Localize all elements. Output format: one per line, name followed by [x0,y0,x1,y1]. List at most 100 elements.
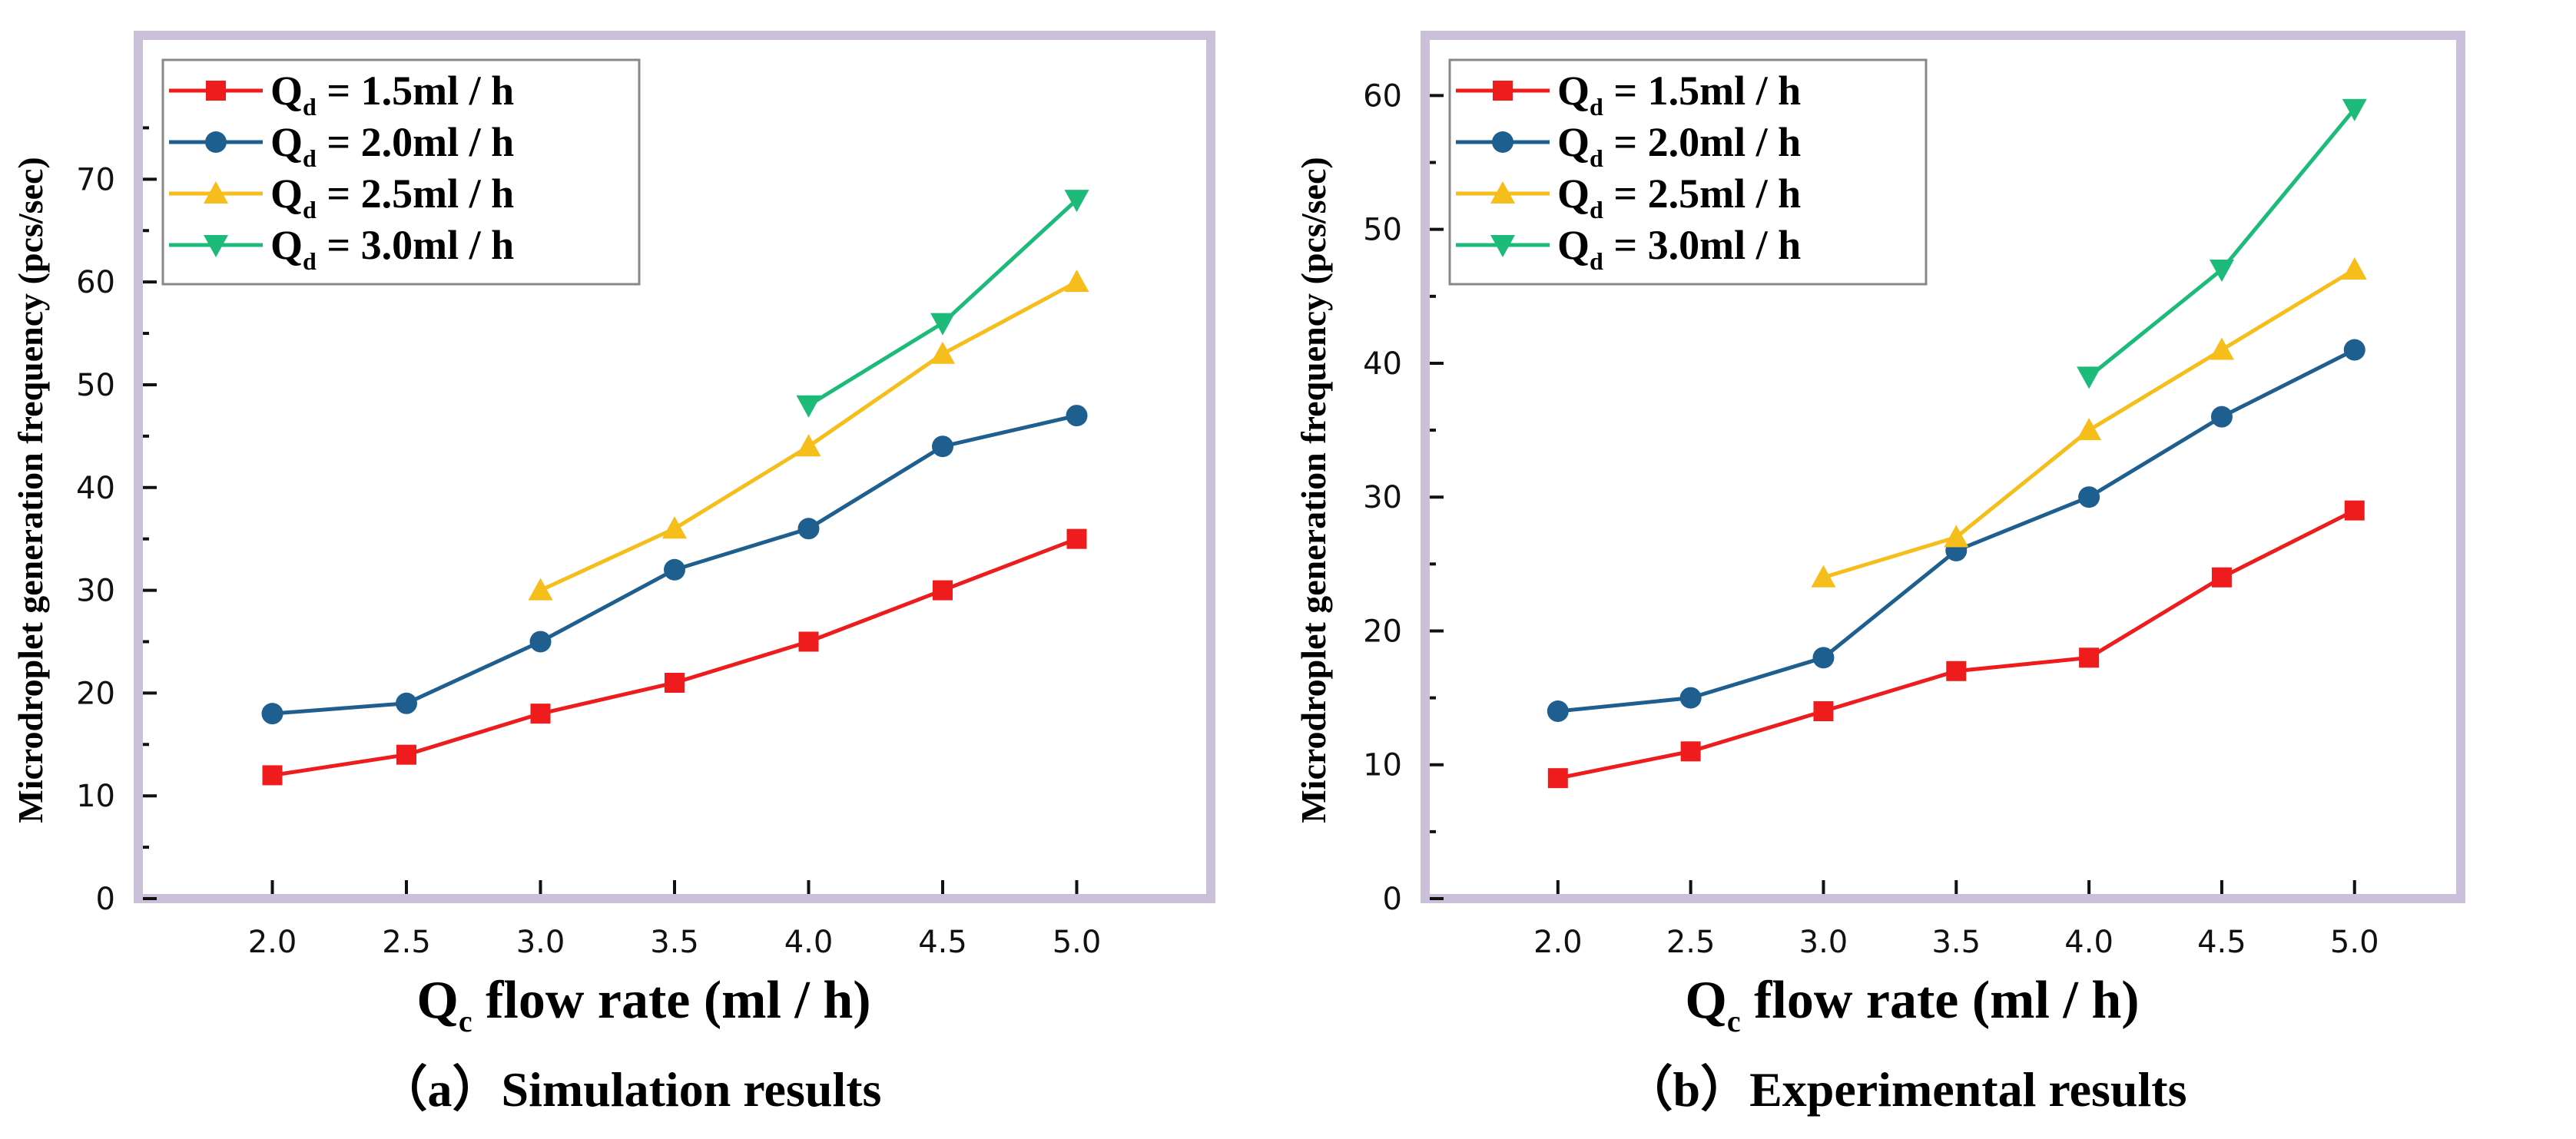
legend-q: Q [1557,222,1590,268]
y-tick-label: 30 [76,574,115,609]
y-tick-label: 0 [96,882,115,917]
legend-marker-circle [1492,131,1513,153]
data-point-square [798,631,819,652]
data-point-circle [1679,687,1702,709]
y-axis-label: Microdroplet generation frequency (pcs/s… [11,157,50,823]
x-tick-label: 2.0 [248,925,297,960]
y-tick-label: 60 [76,265,115,300]
x-label-q: Q [416,971,458,1030]
data-point-triangle-up [1944,525,1969,548]
data-point-circle [2078,486,2100,508]
series-1 [1547,339,2365,723]
legend-q: Q [1557,119,1590,165]
data-point-circle [932,435,953,458]
data-point-square [530,704,551,724]
legend-sub: d [1590,144,1603,172]
y-axis-label: Microdroplet generation frequency (pcs/s… [1294,157,1333,823]
series-0 [262,528,1087,786]
legend-sub: d [303,196,317,223]
data-point-square [1946,661,1967,681]
legend-rest: = 1.5ml / h [317,68,514,114]
legend: Qd = 1.5ml / hQd = 2.0ml / hQd = 2.5ml /… [1448,58,1928,286]
data-point-triangle-down [2077,366,2102,389]
data-point-circle [2210,406,2233,428]
data-point-circle [1812,647,1835,669]
legend-marker-triangle-down [1490,235,1515,257]
legend-entry: Qd = 2.0ml / h [270,119,514,172]
x-tick-label: 3.5 [1931,925,1981,960]
y-tick-label: 20 [76,676,115,711]
legend-marker-square [1493,81,1513,101]
x-label-sub: c [459,1004,472,1038]
y-tick-label: 0 [1383,882,1402,917]
x-tick-label: 5.0 [2330,925,2379,960]
x-tick-label: 3.5 [650,925,699,960]
legend-sub: d [303,144,317,172]
legend-entry: Qd = 1.5ml / h [1557,68,1801,121]
data-point-square [1680,741,1701,762]
legend-rest: = 2.0ml / h [1603,119,1801,165]
data-point-circle [664,558,685,581]
y-tick-label: 40 [1363,346,1402,382]
x-label-q: Q [1685,971,1726,1030]
y-tick-label: 50 [76,368,115,403]
series-0 [1547,500,2365,789]
legend-entry: Qd = 2.0ml / h [1557,119,1801,172]
legend-marker-circle [205,131,227,153]
x-tick-label: 2.5 [382,925,431,960]
x-tick-label: 5.0 [1053,925,1102,960]
legend-marker-triangle-up [1490,181,1515,204]
data-point-triangle-up [2342,257,2367,280]
legend-sub: d [1590,196,1603,223]
x-tick-label: 2.5 [1666,925,1716,960]
data-point-square [262,765,283,786]
y-tick-label: 20 [1363,614,1402,649]
legend-sub: d [303,247,317,275]
series-3 [796,190,1089,418]
legend-rest: = 2.5ml / h [317,171,514,217]
data-point-square [396,744,416,765]
x-label-rest: flow rate (ml / h) [1741,971,2140,1030]
data-point-circle [529,631,552,653]
data-point-square [1066,528,1087,549]
x-tick-label: 2.0 [1533,925,1583,960]
x-tick-label: 4.5 [918,925,967,960]
data-point-triangle-up [662,516,687,539]
legend-entry: Qd = 1.5ml / h [270,68,514,121]
legend-rest: = 3.0ml / h [1603,222,1801,268]
data-point-triangle-up [930,341,955,364]
data-point-triangle-down [2209,259,2234,282]
data-point-circle [396,692,417,714]
y-tick-label: 10 [76,779,115,814]
legend-q: Q [1557,68,1590,114]
data-point-triangle-up [2209,337,2234,360]
chart-panel-a: 0 10 20 30 40 50 60 70 2.0 2.5 3.0 3.5 4.0 4.5 5.0 Qd =… [11,31,1215,1117]
data-point-square [2211,567,2232,588]
y-tick-label: 30 [1363,480,1402,515]
x-tick-label: 3.0 [1799,925,1848,960]
legend-entry: Qd = 2.5ml / h [270,171,514,223]
x-label-rest: flow rate (ml / h) [472,971,871,1030]
legend-q: Q [1557,171,1590,217]
x-label-sub: c [1727,1004,1741,1038]
x-tick-label: 3.0 [516,925,565,960]
series-2 [1811,257,2367,588]
panel-caption: （a）Simulation results [379,1062,882,1117]
legend-sub: d [303,93,317,121]
data-point-circle [2343,339,2365,361]
series-1 [261,405,1088,725]
data-point-triangle-up [796,434,821,457]
x-axis-label: Qc flow rate (ml / h) [1685,971,2139,1038]
chart-panel-b: 0 10 20 30 40 50 60 2.0 2.5 3.0 3.5 4.0 4.5 5.0 Qd = 1… [1294,31,2465,1117]
series-3 [2077,98,2367,389]
legend-q: Q [270,222,303,268]
legend-rest: = 1.5ml / h [1603,68,1801,114]
legend-q: Q [270,171,303,217]
legend-entry: Qd = 3.0ml / h [1557,222,1801,275]
y-tick-label: 50 [1363,213,1402,248]
data-point-triangle-down [2342,98,2367,121]
legend-marker-triangle-down [204,235,228,257]
data-point-square [2344,500,2365,521]
data-point-square [2079,647,2100,668]
y-tick-label: 10 [1363,748,1402,783]
